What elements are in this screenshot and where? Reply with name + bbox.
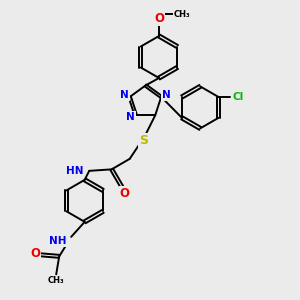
Text: NH: NH [49,236,66,246]
Text: CH₃: CH₃ [174,10,191,19]
Text: HN: HN [66,166,83,176]
Text: Cl: Cl [233,92,244,102]
Text: S: S [139,134,148,147]
Text: O: O [120,187,130,200]
Text: N: N [120,90,129,100]
Text: N: N [162,90,171,100]
Text: O: O [154,12,164,25]
Text: N: N [126,112,135,122]
Text: O: O [30,247,40,260]
Text: CH₃: CH₃ [48,276,64,285]
